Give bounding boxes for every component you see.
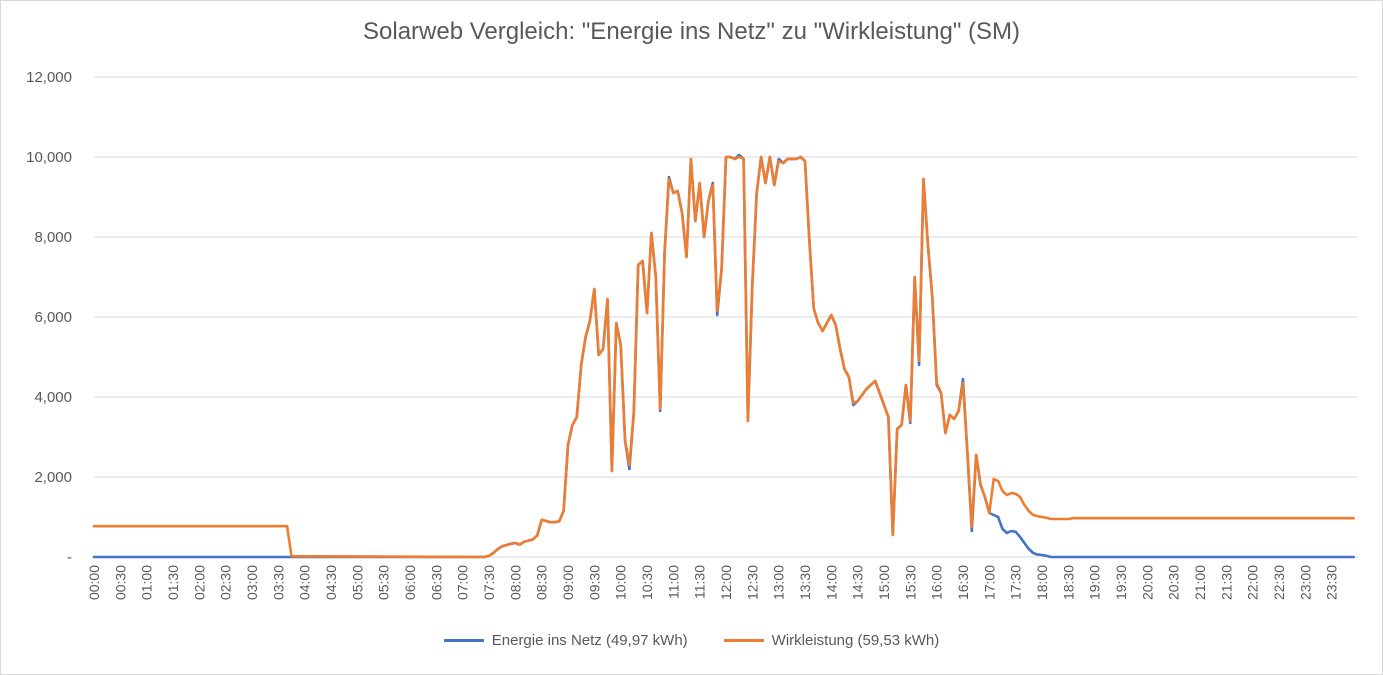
- x-tick-label: 10:30: [639, 565, 655, 600]
- y-tick-label: 10,000: [26, 149, 72, 166]
- legend-swatch-wirkleistung: [723, 639, 764, 642]
- x-tick-label: 17:30: [1008, 565, 1024, 600]
- legend-swatch-energie: [443, 639, 484, 642]
- y-tick-label: 6,000: [34, 309, 72, 326]
- x-tick-label: 18:00: [1034, 565, 1050, 600]
- x-tick-label: 11:00: [665, 565, 681, 599]
- x-tick-label: 13:00: [771, 565, 787, 600]
- x-tick-label: 09:30: [586, 565, 602, 600]
- x-tick-label: 23:30: [1324, 565, 1340, 600]
- x-tick-label: 03:30: [270, 565, 286, 600]
- x-tick-label: 22:00: [1245, 565, 1261, 600]
- x-tick-label: 12:00: [718, 565, 734, 600]
- x-tick-label: 16:00: [929, 565, 945, 600]
- x-tick-label: 03:00: [244, 565, 260, 600]
- x-tick-label: 14:30: [850, 565, 866, 600]
- x-tick-label: 00:30: [112, 565, 128, 600]
- x-tick-label: 01:00: [139, 565, 155, 600]
- x-tick-label: 10:00: [613, 565, 629, 600]
- x-tick-label: 02:30: [218, 565, 234, 600]
- chart-title: Solarweb Vergleich: "Energie ins Netz" z…: [363, 18, 1020, 45]
- y-tick-label: 12,000: [26, 69, 72, 86]
- legend-item-energie[interactable]: Energie ins Netz (49,97 kWh): [443, 632, 688, 649]
- x-tick-label: 21:30: [1218, 565, 1234, 600]
- x-tick-label: 13:30: [797, 565, 813, 600]
- x-tick-label: 20:30: [1166, 565, 1182, 600]
- x-tick-label: 19:00: [1087, 565, 1103, 600]
- x-tick-label: 06:30: [428, 565, 444, 600]
- x-tick-label: 18:30: [1060, 565, 1076, 600]
- chart-legend: Energie ins Netz (49,97 kWh) Wirkleistun…: [0, 632, 1383, 649]
- x-tick-label: 01:30: [165, 565, 181, 600]
- x-tick-label: 04:30: [323, 565, 339, 600]
- legend-label-energie: Energie ins Netz (49,97 kWh): [491, 632, 688, 649]
- x-tick-label: 08:30: [534, 565, 550, 600]
- x-tick-label: 19:30: [1113, 565, 1129, 600]
- legend-label-wirkleistung: Wirkleistung (59,53 kWh): [771, 632, 940, 649]
- x-tick-label: 15:00: [876, 565, 892, 600]
- x-tick-label: 23:00: [1297, 565, 1313, 600]
- y-tick-label: 8,000: [34, 229, 72, 246]
- x-tick-label: 17:00: [981, 565, 997, 600]
- x-tick-label: 06:00: [402, 565, 418, 600]
- x-tick-label: 07:30: [481, 565, 497, 600]
- x-tick-label: 15:30: [902, 565, 918, 600]
- x-tick-label: 20:00: [1139, 565, 1155, 600]
- x-tick-label: 02:00: [191, 565, 207, 600]
- x-tick-label: 22:30: [1271, 565, 1287, 600]
- x-tick-label: 21:00: [1192, 565, 1208, 600]
- x-tick-label: 12:30: [744, 565, 760, 600]
- y-tick-label: -: [67, 549, 72, 566]
- x-tick-label: 08:00: [507, 565, 523, 600]
- legend-item-wirkleistung[interactable]: Wirkleistung (59,53 kWh): [723, 632, 940, 649]
- x-tick-label: 04:00: [297, 565, 313, 600]
- x-tick-label: 07:00: [455, 565, 471, 600]
- x-tick-label: 05:00: [349, 565, 365, 600]
- series-line-wirkleistung: [92, 155, 1355, 559]
- x-tick-label: 11:30: [692, 565, 708, 599]
- y-tick-label: 2,000: [34, 469, 72, 486]
- y-tick-label: 4,000: [34, 389, 72, 406]
- x-tick-label: 05:30: [376, 565, 392, 600]
- x-tick-label: 16:30: [955, 565, 971, 600]
- x-tick-label: 00:00: [86, 565, 102, 600]
- x-tick-label: 14:00: [823, 565, 839, 600]
- x-tick-label: 09:00: [560, 565, 576, 600]
